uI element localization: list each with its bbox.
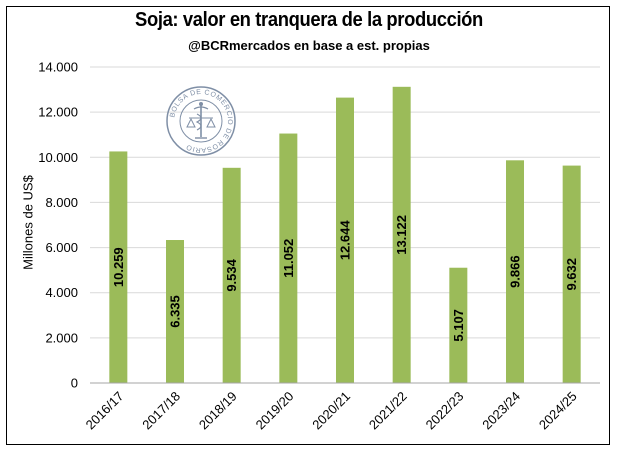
bar: [562, 165, 581, 383]
x-tick-label: 2017/18: [139, 389, 183, 433]
chart-subtitle: @BCRmercados en base a est. propias: [188, 38, 430, 53]
x-tick-label: 2019/20: [253, 389, 297, 433]
x-axis-ticks: 2016/17 2017/18 2018/19 2019/20 2020/21 2021/…: [83, 389, 580, 433]
x-tick-label: 2018/19: [196, 389, 240, 433]
data-label: 12.644: [338, 220, 353, 261]
y-tick-label: 12.000: [38, 105, 78, 120]
bars: [109, 86, 581, 383]
chart-title: Soja: valor en tranquera de la producció…: [135, 9, 483, 31]
x-tick-label: 2021/22: [366, 389, 410, 433]
bar: [279, 133, 298, 383]
y-tick-label: 14.000: [38, 60, 78, 75]
data-label: 9.866: [508, 255, 523, 288]
data-label: 10.259: [111, 247, 126, 287]
bar: [336, 97, 354, 383]
bar: [166, 240, 184, 383]
x-tick-label: 2022/23: [423, 389, 467, 433]
data-label: 5.107: [451, 309, 466, 342]
y-axis-ticks: 0 2.000 4.000 6.000 8.000 10.000 12.000 14.000: [38, 60, 78, 391]
x-tick-label: 2016/17: [83, 389, 127, 433]
data-label: 9.534: [224, 258, 239, 291]
data-label: 9.632: [564, 258, 579, 291]
data-label: 13.122: [394, 215, 409, 255]
data-label: 11.052: [281, 239, 296, 278]
x-tick-label: 2020/21: [309, 389, 353, 433]
bar: [392, 86, 411, 383]
bar: [109, 151, 128, 383]
data-label: 6.335: [168, 295, 183, 328]
bar: [506, 160, 524, 383]
x-tick-label: 2024/25: [536, 389, 580, 433]
bcr-seal-logo: BOLSA DE COMERCIO DE ROSARIO: [166, 86, 236, 156]
y-tick-label: 2.000: [45, 330, 78, 345]
bar: [222, 167, 241, 383]
y-tick-label: 8.000: [45, 195, 78, 210]
y-tick-label: 6.000: [45, 240, 78, 255]
y-tick-label: 0: [71, 376, 78, 391]
data-labels: 10.259 6.335 9.534 11.052 12.644 13.122 5.107 9…: [111, 215, 579, 342]
x-tick-label: 2023/24: [479, 389, 523, 433]
bar: [449, 267, 468, 383]
y-tick-label: 4.000: [45, 285, 78, 300]
y-tick-label: 10.000: [38, 150, 78, 165]
